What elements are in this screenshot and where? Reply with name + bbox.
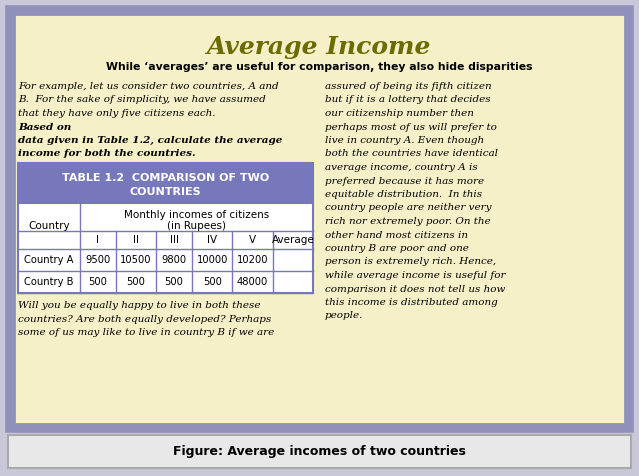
Text: B.  For the sake of simplicity, we have assumed: B. For the sake of simplicity, we have a… xyxy=(18,96,266,105)
Text: 9500: 9500 xyxy=(85,255,111,265)
Text: 48000: 48000 xyxy=(237,277,268,287)
Text: countries? Are both equally developed? Perhaps: countries? Are both equally developed? P… xyxy=(18,315,271,324)
Text: Will you be equally happy to live in both these: Will you be equally happy to live in bot… xyxy=(18,301,261,310)
Text: Country: Country xyxy=(28,221,70,231)
Text: Monthly incomes of citizens: Monthly incomes of citizens xyxy=(124,210,269,220)
Text: this income is distributed among: this income is distributed among xyxy=(325,298,498,307)
Text: IV: IV xyxy=(207,235,217,245)
Text: Country A: Country A xyxy=(24,255,73,265)
Text: Based on: Based on xyxy=(18,122,72,131)
Text: equitable distribution.  In this: equitable distribution. In this xyxy=(325,190,482,199)
Text: income for both the countries.: income for both the countries. xyxy=(18,149,196,159)
Text: COUNTRIES: COUNTRIES xyxy=(130,187,201,197)
Text: average income, country A is: average income, country A is xyxy=(325,163,478,172)
Text: live in country A. Even though: live in country A. Even though xyxy=(325,136,484,145)
Text: country people are neither very: country people are neither very xyxy=(325,204,491,212)
Text: Average Income: Average Income xyxy=(207,35,431,59)
Bar xyxy=(18,203,313,293)
Text: 9800: 9800 xyxy=(162,255,187,265)
Text: For example, let us consider two countries, A and: For example, let us consider two countri… xyxy=(18,82,279,91)
Text: person is extremely rich. Hence,: person is extremely rich. Hence, xyxy=(325,258,496,267)
Text: perhaps most of us will prefer to: perhaps most of us will prefer to xyxy=(325,122,497,131)
Text: While ‘averages’ are useful for comparison, they also hide disparities: While ‘averages’ are useful for comparis… xyxy=(105,62,532,72)
Bar xyxy=(8,435,631,468)
Text: 10200: 10200 xyxy=(237,255,268,265)
Text: 500: 500 xyxy=(203,277,222,287)
Text: that they have only five citizens each.: that they have only five citizens each. xyxy=(18,109,222,118)
Text: people.: people. xyxy=(325,311,364,320)
Text: 500: 500 xyxy=(127,277,146,287)
Text: (in Rupees): (in Rupees) xyxy=(167,221,226,231)
Text: while average income is useful for: while average income is useful for xyxy=(325,271,505,280)
Text: our citizenship number then: our citizenship number then xyxy=(325,109,474,118)
Text: II: II xyxy=(133,235,139,245)
Bar xyxy=(14,14,625,424)
Text: Figure: Average incomes of two countries: Figure: Average incomes of two countries xyxy=(173,446,465,458)
Text: preferred because it has more: preferred because it has more xyxy=(325,177,484,186)
Text: TABLE 1.2  COMPARISON OF TWO: TABLE 1.2 COMPARISON OF TWO xyxy=(62,173,269,183)
Text: 10000: 10000 xyxy=(197,255,228,265)
Text: comparison it does not tell us how: comparison it does not tell us how xyxy=(325,285,505,294)
Text: Country B: Country B xyxy=(24,277,73,287)
Text: country B are poor and one: country B are poor and one xyxy=(325,244,469,253)
Text: 500: 500 xyxy=(88,277,107,287)
Text: but if it is a lottery that decides: but if it is a lottery that decides xyxy=(325,96,491,105)
Text: some of us may like to live in country B if we are: some of us may like to live in country B… xyxy=(18,328,274,337)
Bar xyxy=(8,8,631,430)
Text: 10500: 10500 xyxy=(120,255,151,265)
Text: both the countries have identical: both the countries have identical xyxy=(325,149,498,159)
Text: assured of being its fifth citizen: assured of being its fifth citizen xyxy=(325,82,491,91)
Text: III: III xyxy=(169,235,178,245)
Text: 500: 500 xyxy=(165,277,183,287)
Text: V: V xyxy=(249,235,256,245)
Bar xyxy=(18,163,313,203)
Text: data given in Table 1.2, calculate the average: data given in Table 1.2, calculate the a… xyxy=(18,136,282,145)
Text: I: I xyxy=(96,235,100,245)
Text: rich nor extremely poor. On the: rich nor extremely poor. On the xyxy=(325,217,491,226)
Text: Average: Average xyxy=(272,235,314,245)
Text: other hand most citizens in: other hand most citizens in xyxy=(325,230,468,239)
